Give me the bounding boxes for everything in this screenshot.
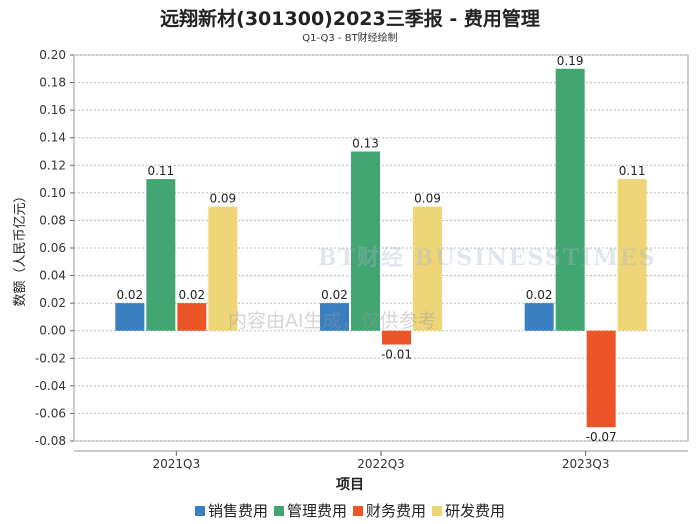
legend-swatch <box>194 506 205 516</box>
y-tick-label: 0.06 <box>39 241 66 255</box>
y-tick-label: -0.04 <box>35 379 66 393</box>
y-tick-label: 0.18 <box>39 76 66 90</box>
data-label: 0.11 <box>147 164 174 178</box>
data-label: -0.01 <box>381 348 412 362</box>
y-tick-label: -0.06 <box>35 406 66 420</box>
data-label: 0.09 <box>414 192 441 206</box>
data-label: 0.02 <box>321 288 348 302</box>
data-label: 0.13 <box>352 137 379 151</box>
legend-item[interactable]: 销售费用 <box>194 500 268 521</box>
legend-swatch <box>273 506 284 516</box>
bar-研发费用 <box>617 179 647 331</box>
data-label: 0.11 <box>619 164 646 178</box>
bar-管理费用 <box>146 179 176 331</box>
legend: 销售费用 管理费用 财务费用 研发费用 <box>0 500 700 521</box>
watermark-notice: 内容由AI生成，仅供参考 <box>228 310 437 332</box>
legend-item[interactable]: 管理费用 <box>273 500 347 521</box>
y-tick-label: 0.10 <box>39 186 66 200</box>
legend-label: 销售费用 <box>207 502 268 520</box>
watermark-logo: BT财经 BUSINESSTIMES <box>318 245 657 271</box>
chart-subtitle: Q1-Q3 - BT财经绘制 <box>302 33 398 44</box>
y-tick-label: 0.08 <box>39 213 66 227</box>
legend-item[interactable]: 财务费用 <box>353 500 426 521</box>
y-tick-label: 0.02 <box>39 296 66 310</box>
bar-销售费用 <box>320 303 349 331</box>
bar-研发费用 <box>413 206 442 331</box>
y-tick-label: 0.00 <box>39 324 66 338</box>
data-label: 0.19 <box>557 54 584 68</box>
legend-label: 研发费用 <box>445 502 506 520</box>
bar-财务费用 <box>586 330 616 428</box>
y-tick-label: -0.08 <box>35 434 66 448</box>
y-tick-label: -0.02 <box>35 351 66 365</box>
y-tick-label: 0.12 <box>39 158 66 172</box>
data-label: -0.07 <box>586 430 617 444</box>
y-tick-label: 0.14 <box>39 131 66 145</box>
bar-销售费用 <box>524 303 554 331</box>
bar-财务费用 <box>177 303 207 331</box>
bar-销售费用 <box>115 303 145 331</box>
data-label: 0.02 <box>526 288 553 302</box>
bar-管理费用 <box>555 68 585 331</box>
x-tick-label: 2023Q3 <box>562 457 610 471</box>
bar-管理费用 <box>351 151 380 331</box>
data-label: 0.09 <box>209 192 236 206</box>
y-axis-label: 数额（人民币亿元） <box>13 189 28 306</box>
legend-label: 财务费用 <box>366 502 427 520</box>
chart-title: 远翔新材(301300)2023三季报 - 费用管理 <box>160 8 540 30</box>
x-tick-label: 2022Q3 <box>357 457 405 471</box>
x-axis-label: 项目 <box>336 477 364 493</box>
legend-label: 管理费用 <box>286 502 347 520</box>
x-tick-label: 2021Q3 <box>153 457 201 471</box>
y-tick-label: 0.04 <box>39 269 66 283</box>
legend-swatch <box>432 506 443 516</box>
legend-swatch <box>353 506 363 516</box>
data-label: 0.02 <box>116 288 143 302</box>
data-label: 0.02 <box>178 288 205 302</box>
bar-研发费用 <box>208 206 238 331</box>
bar-财务费用 <box>382 330 411 345</box>
legend-item[interactable]: 研发费用 <box>432 500 505 521</box>
y-tick-label: 0.16 <box>39 103 66 117</box>
y-tick-label: 0.20 <box>39 48 66 62</box>
